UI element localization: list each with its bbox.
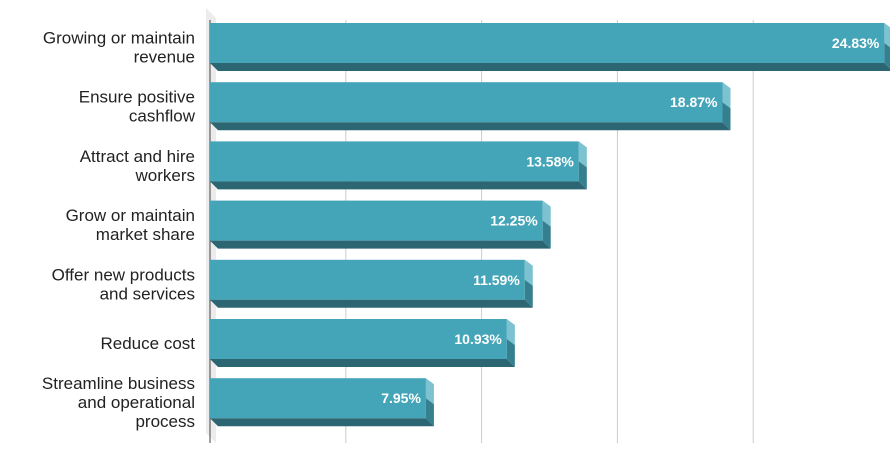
value-label-3: 12.25%	[490, 213, 538, 229]
category-label-6: Streamline business and operational proces…	[42, 374, 195, 431]
bar-front-6	[210, 378, 426, 419]
category-label-line: Ensure positive	[79, 88, 195, 107]
bar-front-3	[210, 200, 543, 241]
bar-5	[210, 319, 515, 367]
bar-front-1	[210, 82, 723, 123]
category-label-4: Offer new products and services	[52, 265, 195, 303]
bar-2	[210, 141, 587, 190]
bar-side-bottom-5	[506, 339, 515, 367]
bar-front-2	[210, 141, 579, 182]
category-label-line: Streamline business	[42, 374, 195, 393]
value-label-6: 7.95%	[381, 390, 421, 406]
category-labels: Growing or maintain revenue Ensure positiv…	[42, 29, 196, 432]
category-label-line: and operational	[78, 393, 195, 412]
bar-front-5	[210, 319, 507, 359]
category-label-3: Grow or maintain market share	[66, 206, 195, 244]
category-label-line: revenue	[134, 48, 195, 67]
bar-bottom-6	[210, 418, 434, 427]
bar-side-top-1	[722, 82, 731, 109]
bar-side-top-5	[506, 319, 515, 345]
category-label-0: Growing or maintain revenue	[43, 29, 195, 67]
category-label-2: Attract and hire workers	[80, 147, 195, 185]
value-label-2: 13.58%	[526, 153, 574, 169]
bar-bottom-5	[210, 359, 515, 367]
bar-side-top-4	[524, 259, 533, 286]
category-label-line: and services	[100, 284, 195, 303]
category-label-line: process	[135, 412, 195, 431]
value-label-5: 10.93%	[454, 331, 502, 347]
bar-1	[210, 82, 731, 131]
bar-side-top-6	[425, 378, 434, 405]
bar-side-top-0	[884, 23, 890, 48]
category-label-line: Growing or maintain	[43, 29, 195, 48]
bar-side-top-3	[542, 200, 551, 227]
category-label-5: Reduce cost	[101, 334, 196, 353]
bar-side-bottom-0	[884, 43, 890, 69]
value-label-0: 24.83%	[832, 35, 880, 51]
category-label-line: cashflow	[129, 107, 196, 126]
bar-front-0	[210, 23, 885, 63]
bar-side-bottom-4	[524, 279, 533, 308]
bar-6	[210, 378, 434, 427]
bar-0	[210, 23, 890, 71]
bar-bottom-0	[210, 63, 890, 71]
category-label-line: Attract and hire	[80, 147, 195, 166]
category-label-line: Offer new products	[52, 265, 195, 284]
category-label-line: Reduce cost	[101, 334, 196, 353]
bar-bottom-3	[210, 240, 551, 249]
category-label-line: workers	[134, 166, 195, 185]
bar-side-top-2	[578, 141, 587, 168]
category-label-line: market share	[96, 225, 195, 244]
bar-side-bottom-3	[542, 220, 551, 249]
bar-side-bottom-6	[425, 398, 434, 427]
value-label-4: 11.59%	[473, 272, 520, 288]
category-label-line: Grow or maintain	[66, 206, 195, 225]
bar-bottom-2	[210, 181, 587, 190]
value-label-1: 18.87%	[670, 94, 718, 110]
bar-bottom-1	[210, 122, 731, 131]
bar-3	[210, 200, 551, 249]
value-labels: 24.83% 18.87% 13.58% 12.25% 11.59% 10.93% 7.95…	[381, 35, 880, 406]
bar-side-bottom-2	[578, 161, 587, 190]
bar-4	[210, 259, 533, 308]
bar-bottom-4	[210, 299, 533, 308]
bar-side-bottom-1	[722, 102, 731, 131]
bar-front-4	[210, 259, 525, 300]
category-label-1: Ensure positive cashflow	[79, 88, 196, 126]
bars	[210, 23, 890, 427]
